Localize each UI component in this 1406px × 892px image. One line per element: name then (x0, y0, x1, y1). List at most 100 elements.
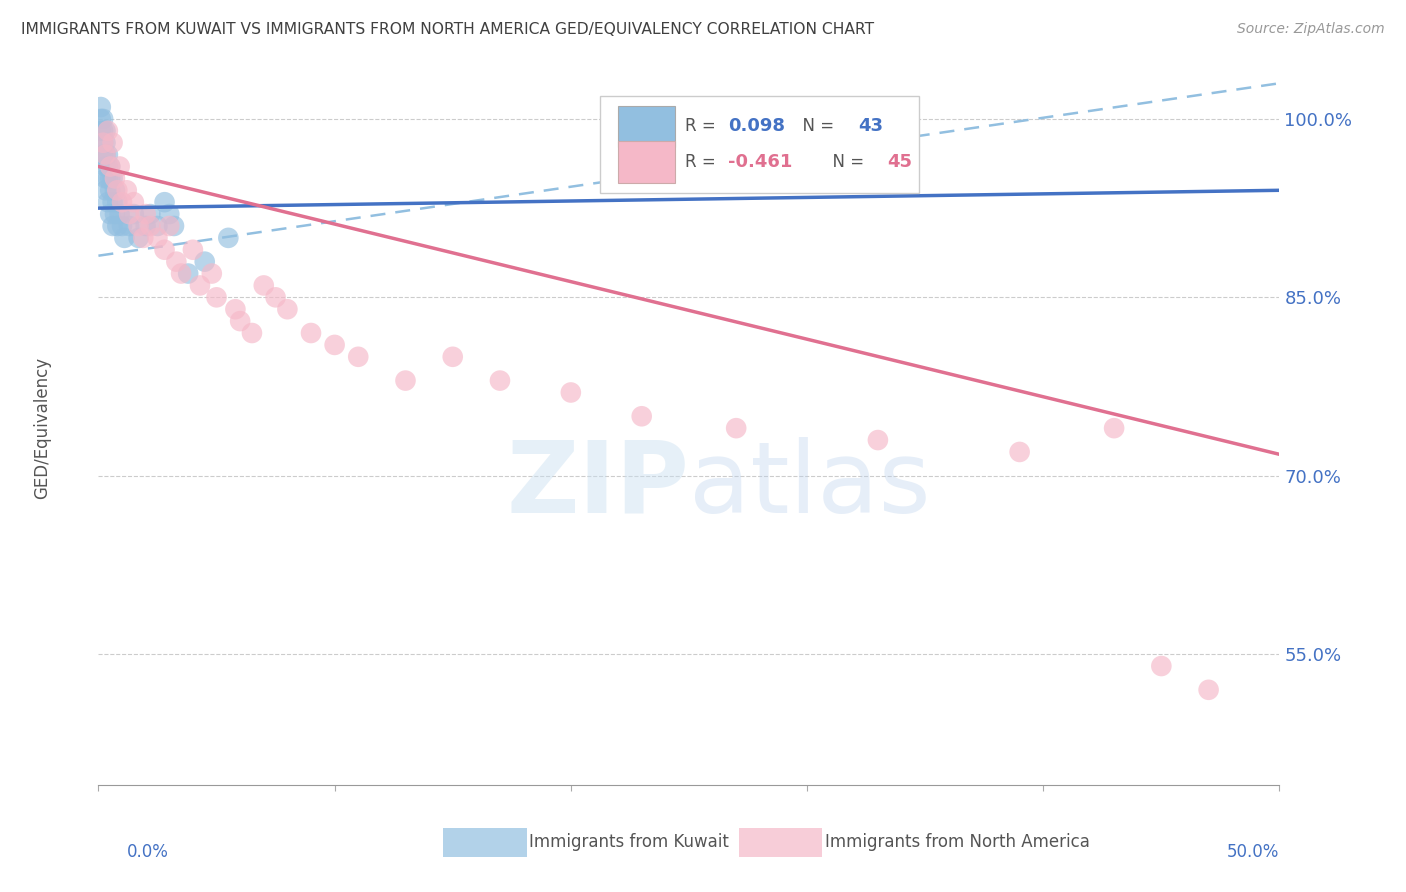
Point (146, 219, 169, 233)
Point (101, 219, 124, 233)
FancyBboxPatch shape (738, 828, 823, 857)
Point (866, 433, 889, 447)
Point (98, 207, 121, 221)
Point (725, 421, 748, 435)
Point (165, 254, 187, 268)
Point (111, 219, 134, 233)
Text: 43: 43 (858, 118, 883, 136)
Point (153, 195, 176, 210)
Text: 50.0%: 50.0% (1227, 843, 1279, 861)
Point (115, 183, 138, 197)
Point (122, 195, 145, 210)
Text: R =: R = (685, 118, 721, 136)
Point (118, 219, 141, 233)
Text: IMMIGRANTS FROM KUWAIT VS IMMIGRANTS FROM NORTH AMERICA GED/EQUIVALENCY CORRELAT: IMMIGRANTS FROM KUWAIT VS IMMIGRANTS FRO… (21, 22, 875, 37)
Point (201, 267, 224, 281)
Point (90, 124, 112, 138)
Point (128, 219, 150, 233)
Point (630, 409, 652, 424)
Point (101, 171, 124, 186)
Point (104, 183, 127, 197)
Point (90, 112, 112, 126)
Point (1102, 421, 1125, 435)
Point (157, 207, 180, 221)
Point (105, 183, 128, 197)
Point (489, 374, 512, 388)
Point (135, 219, 157, 233)
Point (112, 231, 135, 245)
FancyBboxPatch shape (443, 828, 527, 857)
Point (1008, 445, 1031, 459)
Point (299, 326, 322, 340)
Text: Immigrants from Kuwait: Immigrants from Kuwait (530, 833, 730, 851)
Text: N =: N = (792, 118, 839, 136)
Point (98, 160, 121, 174)
Point (108, 160, 131, 174)
Point (94, 171, 117, 186)
Point (441, 350, 464, 364)
Point (240, 326, 263, 340)
Point (135, 207, 157, 221)
Point (91, 136, 114, 150)
Point (1150, 659, 1173, 673)
Point (98, 160, 121, 174)
Point (105, 219, 128, 233)
Text: 45: 45 (887, 153, 912, 171)
Point (91, 112, 114, 126)
Point (94, 160, 117, 174)
Text: R =: R = (685, 153, 721, 171)
Point (170, 267, 193, 281)
Point (224, 302, 246, 317)
Text: atlas: atlas (689, 437, 931, 533)
Point (97, 195, 120, 210)
Point (101, 195, 124, 210)
Point (276, 302, 298, 317)
Point (94, 147, 117, 161)
Text: 0.0%: 0.0% (127, 843, 169, 861)
Point (97, 147, 120, 161)
Point (98, 171, 121, 186)
Point (1198, 682, 1220, 697)
Point (217, 231, 239, 245)
Point (98, 183, 121, 197)
Point (128, 231, 150, 245)
Point (347, 350, 370, 364)
Point (94, 124, 117, 138)
Point (132, 231, 155, 245)
Point (90, 100, 112, 114)
Point (194, 254, 217, 268)
Text: -0.461: -0.461 (728, 153, 793, 171)
Point (163, 219, 186, 233)
Point (97, 171, 120, 186)
Point (105, 195, 128, 210)
Point (104, 171, 127, 186)
FancyBboxPatch shape (619, 141, 675, 183)
Point (139, 207, 162, 221)
Text: 0.098: 0.098 (728, 118, 785, 136)
Point (188, 278, 211, 293)
Point (91, 136, 114, 150)
FancyBboxPatch shape (600, 96, 920, 193)
Point (122, 207, 145, 221)
Point (181, 243, 204, 257)
Text: Source: ZipAtlas.com: Source: ZipAtlas.com (1237, 22, 1385, 37)
Point (97, 160, 120, 174)
Point (394, 374, 416, 388)
Point (177, 267, 200, 281)
Point (139, 219, 162, 233)
FancyBboxPatch shape (619, 105, 675, 147)
Text: N =: N = (823, 153, 870, 171)
Point (104, 207, 127, 221)
Point (253, 278, 276, 293)
Point (94, 136, 117, 150)
Point (264, 290, 287, 304)
Text: Immigrants from North America: Immigrants from North America (825, 833, 1090, 851)
Point (111, 195, 134, 210)
Point (205, 290, 228, 304)
Point (94, 147, 117, 161)
Point (101, 136, 124, 150)
Point (146, 231, 169, 245)
Point (94, 183, 117, 197)
Point (91, 124, 114, 138)
Point (97, 124, 120, 138)
